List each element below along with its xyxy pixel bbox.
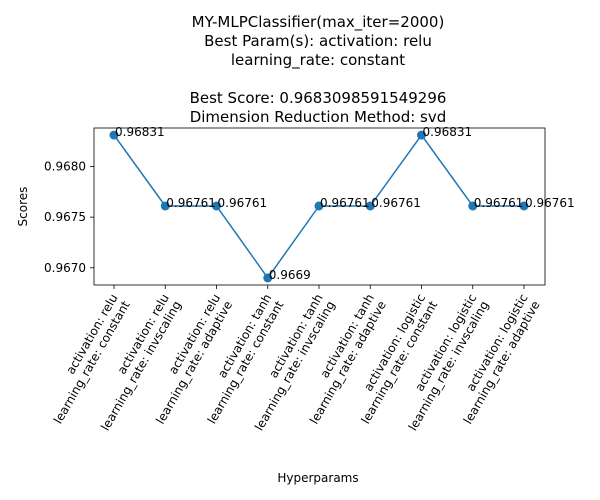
y-axis-label: Scores [16,187,30,227]
data-point [365,201,375,211]
x-axis-label: Hyperparams [277,471,358,485]
x-axis-ticks: activation: relulearning_rate: constanta… [51,285,543,433]
data-point [417,130,426,140]
data-point [263,273,273,283]
y-tick-label: 0.9680 [44,159,86,173]
data-label: 0.9669 [269,268,311,282]
data-point [468,201,478,211]
data-point [160,201,170,211]
title-line: MY-MLPClassifier(max_iter=2000) [192,13,445,32]
data-label: 0.96761 [525,196,575,210]
y-tick-label: 0.9670 [44,261,86,275]
chart-title: MY-MLPClassifier(max_iter=2000)Best Para… [190,13,447,126]
data-point [109,130,119,140]
data-label: 0.96761 [218,196,268,210]
y-axis-ticks: 0.9670 0.9675 0.9680 [44,159,94,275]
y-tick-label: 0.9675 [44,210,86,224]
data-point [314,201,324,211]
data-label: 0.96831 [423,125,473,139]
data-label: 0.96761 [371,196,421,210]
title-line: learning_rate: constant [231,51,405,70]
data-label: 0.96831 [115,125,165,139]
data-point [212,201,221,211]
data-label: 0.96761 [320,196,370,210]
plot-area-frame [93,127,546,286]
data-markers [109,130,529,283]
title-line: Dimension Reduction Method: svd [190,108,447,126]
title-line: Best Param(s): activation: relu [204,32,432,50]
data-label: 0.96761 [166,196,216,210]
title-line: Best Score: 0.9683098591549296 [190,89,447,107]
data-label: 0.96761 [474,196,524,210]
data-point [519,201,529,211]
